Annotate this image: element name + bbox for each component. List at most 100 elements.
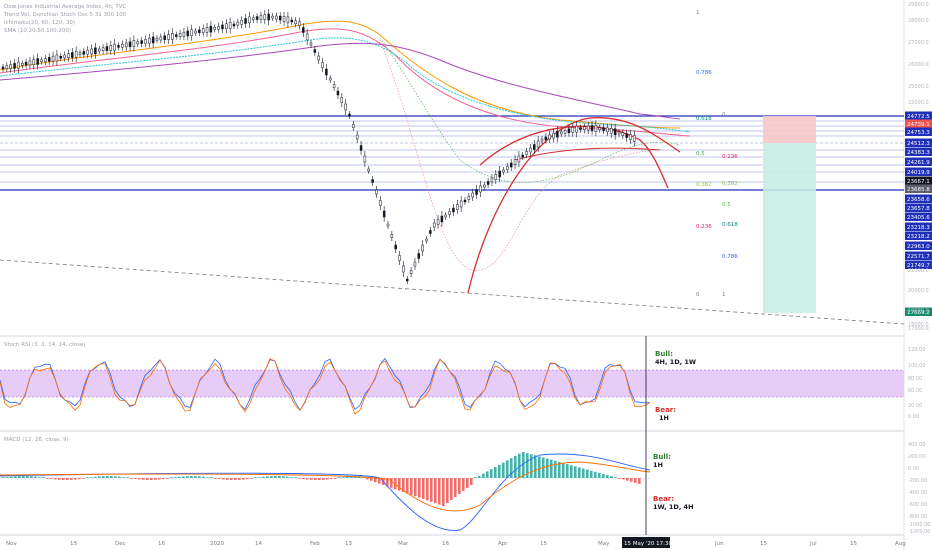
candle-body xyxy=(471,192,474,198)
candle-body xyxy=(367,168,370,172)
candle-body xyxy=(386,223,390,227)
macd-histogram-bar xyxy=(222,478,225,480)
macd-histogram-bar xyxy=(534,455,537,478)
candle-body xyxy=(263,14,267,20)
candle-body xyxy=(140,40,143,44)
candle-body xyxy=(571,127,575,133)
price-label-tag xyxy=(905,307,932,316)
candle-body xyxy=(456,204,459,210)
candle-body xyxy=(625,133,628,138)
price-axis-label: 24261.9 xyxy=(907,160,930,166)
candle-body xyxy=(228,22,232,29)
price-label-tag xyxy=(905,251,932,260)
macd-histogram-bar xyxy=(118,476,121,478)
macd-histogram-bar xyxy=(22,476,25,478)
macd-histogram-bar xyxy=(78,478,81,480)
macd-histogram-bar xyxy=(386,478,389,487)
stoch-bull-value: 4H, 1D, 1W xyxy=(655,358,697,366)
time-axis-label: 15 xyxy=(70,541,77,547)
candle-body xyxy=(255,16,259,20)
time-axis-label: 2020 xyxy=(210,541,224,547)
macd-histogram-bar xyxy=(302,478,305,479)
candle-body xyxy=(340,97,344,103)
macd-bull-signal: Bull: 1H xyxy=(653,453,671,469)
macd-histogram-bar xyxy=(246,478,249,480)
fib-level-label: 0.618 xyxy=(722,222,738,228)
time-axis-label: May xyxy=(598,541,610,547)
candle-body xyxy=(598,127,601,130)
macd-histogram-bar xyxy=(90,477,93,478)
macd-histogram-bar xyxy=(34,476,37,478)
macd-histogram-bar xyxy=(458,478,461,494)
macd-histogram-bar xyxy=(282,476,285,478)
legend-line: Trend Vol, Donchian Stoch Osc 5 31 300 1… xyxy=(4,12,127,18)
price-axis-tick: 29000.0 xyxy=(908,2,929,8)
macd-histogram-bar xyxy=(74,478,77,480)
candle-body xyxy=(432,222,436,228)
macd-histogram-bar xyxy=(538,456,541,478)
stoch-axis-tick: 80.00 xyxy=(908,376,922,382)
candle-body xyxy=(240,20,243,25)
time-axis-label: Apr xyxy=(498,541,508,547)
candle-body xyxy=(610,128,613,134)
macd-histogram-bar xyxy=(142,478,145,480)
candle-body xyxy=(171,33,174,40)
macd-histogram-bar xyxy=(322,478,325,480)
candle-body xyxy=(606,127,609,133)
macd-histogram-bar xyxy=(426,478,429,501)
price-axis-tick: 25000.0 xyxy=(908,84,929,90)
candle-body xyxy=(205,27,209,33)
macd-histogram-bar xyxy=(58,478,61,480)
candle-body xyxy=(275,15,278,20)
macd-histogram-bar xyxy=(578,467,581,478)
arc-pattern xyxy=(514,147,661,161)
macd-axis-tick: -1000.00 xyxy=(908,522,930,528)
candle-body xyxy=(305,33,309,41)
macd-histogram-bar xyxy=(326,478,329,480)
macd-histogram-bar xyxy=(634,478,637,483)
macd-histogram-bar xyxy=(194,476,197,478)
macd-histogram-bar xyxy=(330,478,333,480)
macd-histogram-bar xyxy=(462,478,465,491)
candle-body xyxy=(163,35,166,41)
candle-body xyxy=(467,196,471,200)
macd-histogram-bar xyxy=(178,476,181,478)
candle-body xyxy=(321,62,324,68)
time-axis-label: 14 xyxy=(255,541,262,547)
price-axis-label: 24383.3 xyxy=(907,150,930,156)
price-label-tag xyxy=(905,111,932,120)
macd-histogram-bar xyxy=(502,462,505,478)
macd-histogram-bar xyxy=(454,478,457,497)
moving-average-line xyxy=(0,37,691,133)
macd-histogram-bar xyxy=(106,476,109,478)
candle-body xyxy=(629,134,632,140)
arc-pattern xyxy=(467,117,681,294)
macd-histogram-bar xyxy=(298,478,301,479)
price-label-tag xyxy=(905,127,932,136)
candle-body xyxy=(190,29,193,36)
macd-histogram-bar xyxy=(26,476,29,478)
macd-title: MACD (12, 26, close, 9) xyxy=(4,437,69,443)
candle-body xyxy=(155,37,159,41)
arc-pattern xyxy=(479,125,669,189)
macd-axis-tick: -400.00 xyxy=(908,490,927,496)
candle-body xyxy=(217,25,220,30)
macd-histogram-bar xyxy=(414,478,417,497)
candle-body xyxy=(548,134,551,140)
macd-histogram-bar xyxy=(70,478,73,480)
candle-body xyxy=(602,127,605,131)
candle-body xyxy=(148,37,151,44)
candle-body xyxy=(236,21,240,26)
candle-body xyxy=(336,90,340,96)
stoch-d-line xyxy=(0,358,651,415)
macd-histogram-bar xyxy=(262,476,265,478)
candle-body xyxy=(186,30,190,37)
candle-body xyxy=(151,36,155,44)
macd-histogram-bar xyxy=(198,476,201,478)
stoch-bear-value: 1H xyxy=(659,414,669,422)
candle-body xyxy=(21,63,24,66)
macd-histogram-bar xyxy=(230,478,233,480)
macd-histogram-bar xyxy=(218,478,221,479)
